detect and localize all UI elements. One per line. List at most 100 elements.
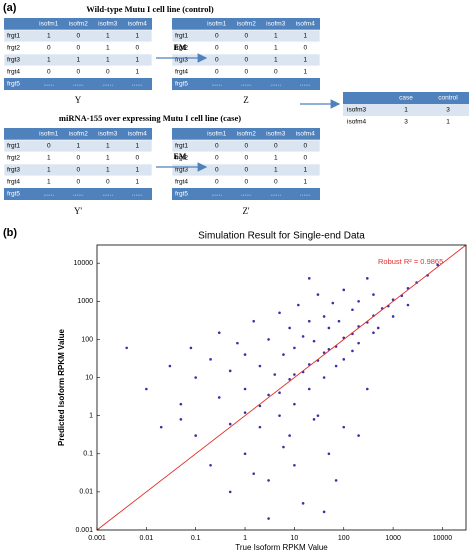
scatter-point bbox=[168, 364, 172, 368]
table-cell: 0 bbox=[244, 167, 248, 174]
table-cell: 1 bbox=[47, 33, 51, 40]
column-header: isofm2 bbox=[237, 131, 257, 138]
scatter-point bbox=[322, 510, 326, 514]
table-cell: ...... bbox=[102, 81, 113, 88]
table-cell: ...... bbox=[43, 81, 54, 88]
table-cell: 0 bbox=[244, 143, 248, 150]
row-header: frgt4 bbox=[7, 179, 20, 186]
table-cell: 0 bbox=[76, 155, 80, 162]
y-tick-label: 0.001 bbox=[75, 527, 93, 534]
scatter-point bbox=[179, 402, 183, 406]
scatter-point bbox=[217, 396, 221, 399]
table-cell: 0 bbox=[244, 45, 248, 52]
scatter-point bbox=[342, 425, 346, 429]
scatter-point bbox=[243, 387, 247, 391]
table-cell: 1 bbox=[106, 155, 110, 162]
column-header: isofm4 bbox=[128, 131, 148, 138]
column-header: isofm4 bbox=[128, 21, 148, 28]
scatter-point bbox=[307, 277, 311, 280]
scatter-point bbox=[217, 331, 221, 335]
table-cell: 0 bbox=[274, 143, 278, 150]
row-header: frgt2 bbox=[175, 155, 188, 162]
scatter-point bbox=[267, 393, 270, 397]
scatter-point bbox=[228, 422, 232, 426]
table-group-title: Wild-type Mutu I cell line (control) bbox=[86, 4, 214, 14]
table-cell: 1 bbox=[303, 179, 307, 186]
table-cell: 0 bbox=[47, 45, 51, 52]
scatter-point bbox=[125, 346, 129, 350]
scatter-point bbox=[351, 308, 354, 312]
table-cell: ...... bbox=[102, 191, 113, 198]
scatter-point bbox=[357, 434, 360, 437]
table-cell: 0 bbox=[76, 179, 80, 186]
x-axis-label: True Isoform RPKM Value bbox=[235, 543, 328, 552]
scatter-point bbox=[282, 353, 285, 356]
scatter-point bbox=[267, 517, 270, 520]
table-cell: 0 bbox=[215, 143, 219, 150]
column-header: case bbox=[399, 95, 413, 102]
column-header: isofm1 bbox=[39, 21, 59, 28]
row-header: frgt1 bbox=[175, 143, 188, 150]
annotation: Robust R² = 0.9865 bbox=[378, 257, 443, 266]
column-header: isofm2 bbox=[69, 21, 89, 28]
table-cell: 1 bbox=[303, 69, 307, 76]
scatter-point bbox=[243, 411, 247, 414]
scatter-point bbox=[406, 303, 410, 307]
scatter-point bbox=[293, 346, 296, 350]
table-cell: ...... bbox=[300, 191, 311, 198]
y-tick-label: 100 bbox=[81, 336, 93, 343]
scatter-point bbox=[322, 376, 326, 379]
scatter-point bbox=[258, 364, 262, 368]
table-cell: 0 bbox=[76, 167, 80, 174]
scatter-point bbox=[436, 263, 439, 267]
scatter-point bbox=[145, 387, 148, 391]
matrix-name: Z bbox=[243, 95, 249, 105]
panel-label: (a) bbox=[3, 2, 17, 14]
scatter-point bbox=[372, 293, 375, 296]
table-cell: 0 bbox=[106, 69, 110, 76]
table-cell: 0 bbox=[47, 143, 51, 150]
table-cell: 1 bbox=[106, 45, 110, 52]
row-header: frgt2 bbox=[7, 45, 20, 52]
matrix-name: Z' bbox=[242, 206, 249, 216]
row-header: frgt3 bbox=[175, 167, 188, 174]
table-cell: 1 bbox=[76, 143, 80, 150]
scatter-point bbox=[228, 490, 232, 494]
table-cell: 1 bbox=[135, 143, 139, 150]
scatter-point bbox=[372, 331, 375, 335]
table-cell: 1 bbox=[303, 57, 307, 64]
scatter-point bbox=[278, 311, 281, 315]
y-tick-label: 1000 bbox=[77, 298, 93, 305]
x-tick-label: 10 bbox=[291, 535, 299, 542]
table-cell: ...... bbox=[270, 191, 281, 198]
table-cell: frgt5 bbox=[7, 191, 20, 198]
plot-frame bbox=[96, 244, 467, 531]
column-header: isofm3 bbox=[266, 21, 286, 28]
table-cell: 0 bbox=[215, 33, 219, 40]
matrix-name: Y bbox=[75, 95, 82, 105]
table-header-bg bbox=[172, 18, 320, 30]
scatter-point bbox=[273, 373, 277, 376]
table-cell: 1 bbox=[106, 143, 110, 150]
table-cell: 0 bbox=[303, 155, 307, 162]
table-cell: 0 bbox=[244, 69, 248, 76]
scatter-point bbox=[316, 414, 320, 417]
scatter-point bbox=[391, 315, 395, 318]
scatter-point bbox=[331, 301, 335, 305]
scatter-point bbox=[327, 452, 331, 456]
table-cell: 0 bbox=[303, 45, 307, 52]
table-cell: 1 bbox=[274, 33, 278, 40]
row-header: frgt4 bbox=[175, 69, 188, 76]
scatter-point bbox=[351, 349, 354, 353]
table-cell: 0 bbox=[244, 33, 248, 40]
table-cell: 1 bbox=[446, 119, 450, 126]
table-cell: frgt5 bbox=[7, 81, 20, 88]
scatter-point bbox=[357, 300, 360, 303]
table-last-row-bg bbox=[172, 78, 320, 90]
table-cell: 1 bbox=[47, 155, 51, 162]
y-tick-label: 0.01 bbox=[79, 489, 93, 496]
y-tick-label: 10000 bbox=[74, 260, 94, 267]
table-cell: 1 bbox=[47, 57, 51, 64]
row-header: frgt3 bbox=[7, 167, 20, 174]
